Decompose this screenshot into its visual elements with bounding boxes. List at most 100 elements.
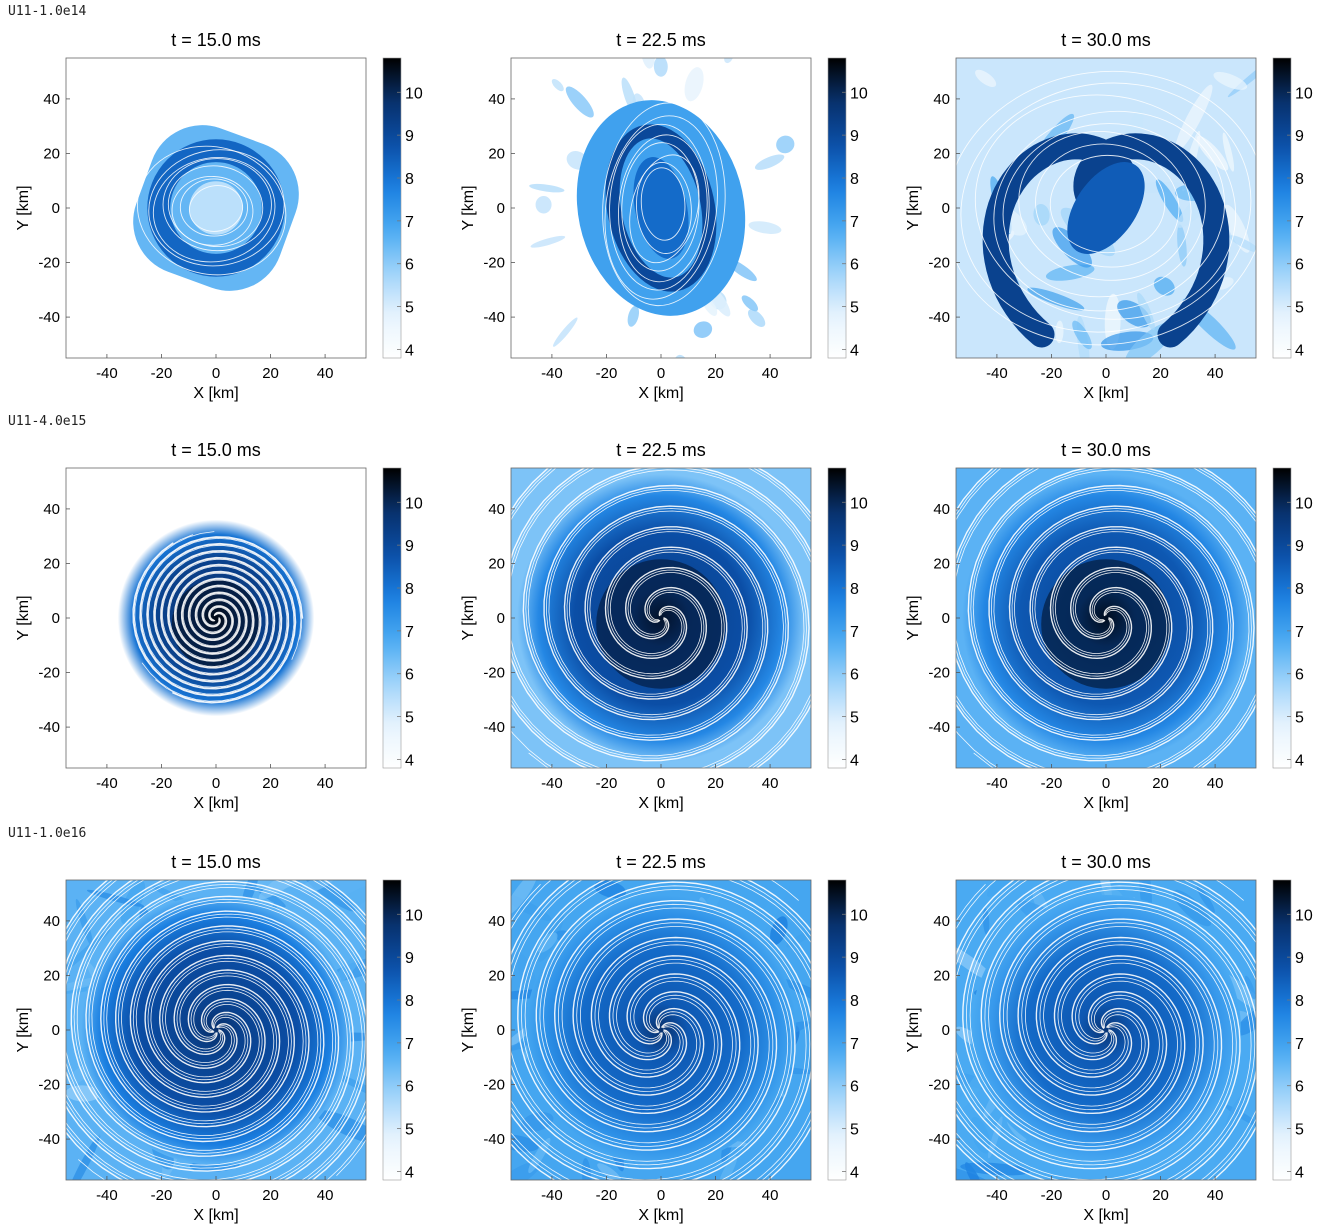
colorbar-tick-label: 6 (405, 1079, 414, 1096)
density-field (133, 125, 299, 291)
density-field (956, 58, 1256, 358)
heatmap-chart: t = 30.0 ms -40 -20 0 20 40 40 20 0 -20 -40 X [km] Y… (905, 30, 1313, 402)
x-tick-label: -40 (96, 1187, 118, 1204)
colorbar-tick-label: 4 (405, 752, 414, 769)
colorbar-tick-label: 5 (850, 300, 859, 317)
x-tick-label: 20 (1152, 1187, 1169, 1204)
colorbar-tick-label: 6 (405, 257, 414, 274)
y-tick-label: 20 (43, 967, 60, 984)
colorbar-tick-label: 4 (850, 342, 859, 359)
colorbar (1272, 467, 1292, 769)
colorbar-tick-label: 9 (1295, 950, 1304, 967)
x-tick-label: -20 (596, 365, 618, 382)
y-tick-label: -20 (38, 255, 60, 272)
y-tick-label: 40 (43, 91, 60, 108)
colorbar-tick-label: 7 (1295, 214, 1304, 231)
colorbar-tick-label: 9 (1295, 538, 1304, 555)
colorbar (382, 879, 402, 1181)
y-tick-label: -40 (38, 309, 60, 326)
y-axis-label: Y [km] (460, 1007, 477, 1052)
colorbar-tick-label: 5 (405, 710, 414, 727)
x-tick-label: 0 (657, 775, 665, 792)
x-tick-label: 20 (1152, 775, 1169, 792)
x-tick-label: -40 (96, 775, 118, 792)
colorbar-tick-label: 7 (1295, 1036, 1304, 1053)
x-axis-label: X [km] (638, 1207, 683, 1224)
x-tick-label: 40 (762, 365, 779, 382)
x-tick-label: 40 (317, 1187, 334, 1204)
y-tick-label: 0 (52, 1022, 60, 1039)
y-tick-label: -40 (928, 1131, 950, 1148)
y-tick-label: 0 (497, 1022, 505, 1039)
colorbar (1272, 879, 1292, 1181)
x-tick-label: 0 (657, 365, 665, 382)
y-tick-label: 40 (488, 501, 505, 518)
colorbar-tick-label: 7 (850, 1036, 859, 1053)
y-tick-label: -40 (483, 309, 505, 326)
colorbar-tick-label: 8 (405, 581, 414, 598)
streamlines (956, 70, 1256, 346)
x-tick-label: 0 (212, 775, 220, 792)
x-tick-label: 20 (707, 365, 724, 382)
density-field (66, 880, 366, 1180)
heatmap-chart: t = 22.5 ms -40 -20 0 20 40 40 20 0 -20 -40 X [km] Y… (460, 852, 868, 1224)
x-axis-label: X [km] (638, 795, 683, 812)
y-tick-label: 20 (933, 555, 950, 572)
y-tick-label: 20 (488, 145, 505, 162)
x-tick-label: 0 (212, 365, 220, 382)
x-axis-label: X [km] (193, 795, 238, 812)
panel-title: t = 30.0 ms (1061, 852, 1151, 872)
panel-1-2: t = 30.0 ms -40 -20 0 20 40 40 20 0 -20 -40 X [km] Y… (898, 438, 1327, 818)
panel-0-2: t = 30.0 ms -40 -20 0 20 40 40 20 0 -20 -40 X [km] Y… (898, 28, 1327, 408)
panel-title: t = 22.5 ms (616, 30, 706, 50)
colorbar-tick-label: 7 (850, 624, 859, 641)
colorbar-tick-label: 8 (1295, 993, 1304, 1010)
y-tick-label: -40 (483, 719, 505, 736)
panel-0-0: t = 15.0 ms -40 -20 0 20 40 40 20 0 -20 -40 X [km] Y… (8, 28, 448, 408)
colorbar-tick-label: 4 (850, 1164, 859, 1181)
colorbar-tick-label: 10 (1295, 495, 1313, 512)
y-tick-label: 20 (488, 967, 505, 984)
colorbar-tick-label: 6 (1295, 667, 1304, 684)
x-tick-label: 0 (212, 1187, 220, 1204)
x-tick-label: 20 (707, 775, 724, 792)
panel-title: t = 22.5 ms (616, 440, 706, 460)
y-tick-label: 0 (52, 200, 60, 217)
colorbar-tick-label: 9 (405, 538, 414, 555)
y-tick-label: 40 (488, 91, 505, 108)
y-axis-label: Y [km] (15, 595, 32, 640)
y-axis-label: Y [km] (460, 595, 477, 640)
x-axis-label: X [km] (1083, 795, 1128, 812)
y-tick-label: 0 (497, 610, 505, 627)
colorbar-tick-label: 10 (1295, 907, 1313, 924)
streamlines (132, 531, 304, 704)
y-tick-label: 40 (43, 501, 60, 518)
colorbar-tick-label: 8 (1295, 171, 1304, 188)
y-tick-label: 40 (43, 913, 60, 930)
heatmap-chart: t = 15.0 ms -40 -20 0 20 40 40 20 0 -20 -40 X [km] Y… (15, 440, 423, 812)
y-tick-label: -40 (928, 719, 950, 736)
x-tick-label: 20 (262, 1187, 279, 1204)
x-tick-label: -20 (1041, 775, 1063, 792)
y-tick-label: 20 (43, 555, 60, 572)
panel-2-2: t = 30.0 ms -40 -20 0 20 40 40 20 0 -20 -40 X [km] Y… (898, 850, 1327, 1230)
x-tick-label: 20 (262, 775, 279, 792)
x-tick-label: 0 (1102, 365, 1110, 382)
density-field (511, 880, 811, 1180)
y-tick-label: 20 (43, 145, 60, 162)
x-tick-label: 0 (1102, 1187, 1110, 1204)
colorbar-tick-label: 4 (1295, 752, 1304, 769)
heatmap-chart: t = 30.0 ms -40 -20 0 20 40 40 20 0 -20 -40 X [km] Y… (905, 852, 1313, 1224)
colorbar-tick-label: 8 (405, 993, 414, 1010)
colorbar-tick-label: 8 (850, 581, 859, 598)
density-field (511, 468, 811, 768)
colorbar-tick-label: 5 (1295, 710, 1304, 727)
colorbar-tick-label: 7 (850, 214, 859, 231)
y-tick-label: 20 (488, 555, 505, 572)
colorbar-tick-label: 4 (405, 1164, 414, 1181)
colorbar-tick-label: 6 (850, 257, 859, 274)
panel-title: t = 15.0 ms (171, 852, 261, 872)
heatmap-chart: t = 22.5 ms -40 -20 0 20 40 40 20 0 -20 -40 X [km] Y… (460, 440, 868, 812)
colorbar-tick-label: 9 (1295, 128, 1304, 145)
x-tick-label: -20 (151, 1187, 173, 1204)
